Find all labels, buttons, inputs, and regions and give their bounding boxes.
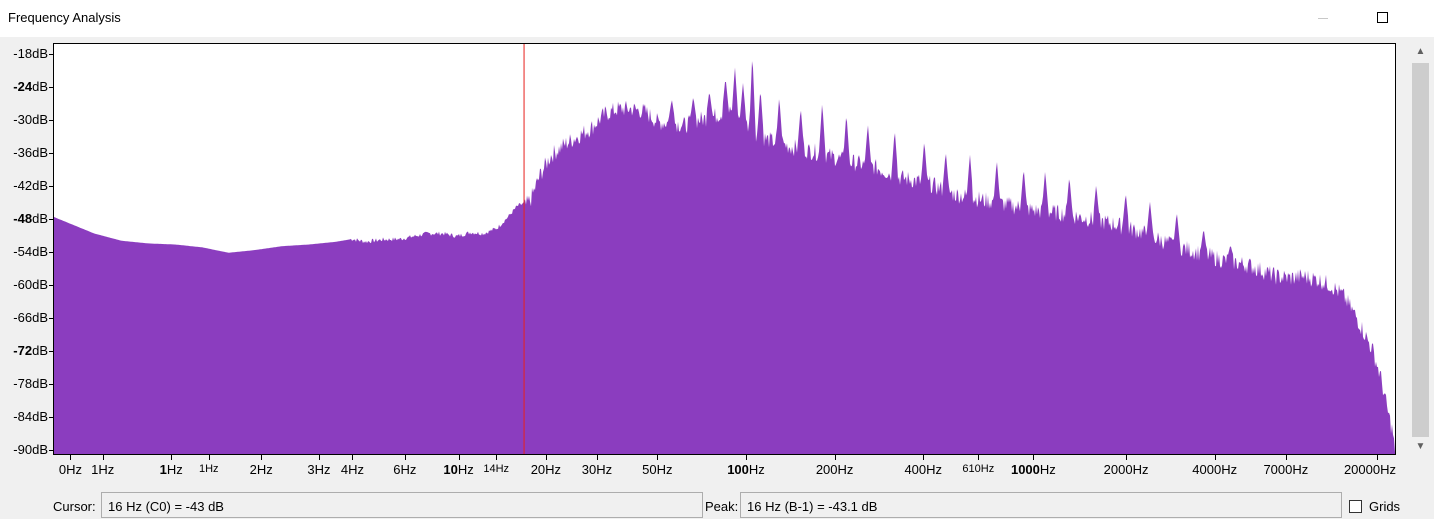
x-tick-label: 20000Hz xyxy=(1343,462,1396,477)
x-tick-mark xyxy=(978,455,980,460)
x-tick-mark xyxy=(70,455,72,460)
x-tick-label: 6Hz xyxy=(393,462,417,477)
x-tick-label: 4000Hz xyxy=(1192,462,1238,477)
x-tick-mark xyxy=(261,455,263,460)
x-tick-label: 1Hz xyxy=(91,462,115,477)
scroll-up-icon[interactable]: ▲ xyxy=(1415,46,1426,57)
x-tick-label: 2Hz xyxy=(249,462,273,477)
x-tick-mark xyxy=(352,455,354,460)
spectrum-plot[interactable] xyxy=(53,43,1396,455)
window-title: Frequency Analysis xyxy=(8,10,121,25)
scroll-thumb[interactable] xyxy=(1412,63,1429,437)
x-tick-mark xyxy=(596,455,598,460)
x-tick-label: 100Hz xyxy=(727,462,765,477)
x-tick-mark xyxy=(834,455,836,460)
y-tick-label: -24dB xyxy=(13,79,53,94)
grids-label: Grids xyxy=(1369,499,1401,514)
x-tick-label: 14Hz xyxy=(483,463,510,475)
y-tick-label: -84dB xyxy=(13,409,53,424)
x-tick-mark xyxy=(102,455,104,460)
cursor-readout: 16 Hz (C0) = -43 dB xyxy=(101,492,703,518)
spectrum-svg xyxy=(54,44,1395,454)
y-tick-label: -90dB xyxy=(13,442,53,457)
y-tick-label: -36dB xyxy=(13,145,53,160)
grids-checkbox[interactable] xyxy=(1349,500,1362,513)
x-tick-mark xyxy=(1285,455,1287,460)
scroll-down-icon[interactable]: ▼ xyxy=(1415,441,1426,452)
y-tick-label: -66dB xyxy=(13,310,53,325)
x-tick-mark xyxy=(923,455,925,460)
x-tick-mark xyxy=(458,455,460,460)
x-tick-mark xyxy=(318,455,320,460)
x-tick-label: 50Hz xyxy=(642,462,673,477)
x-tick-mark xyxy=(1377,455,1379,460)
y-tick-label: -18dB xyxy=(13,46,53,61)
x-tick-label: 0Hz xyxy=(58,462,83,477)
y-tick-label: -60dB xyxy=(13,277,53,292)
x-tick-mark xyxy=(657,455,659,460)
maximize-icon[interactable] xyxy=(1377,12,1388,23)
x-tick-mark xyxy=(208,455,210,460)
cursor-label: Cursor: xyxy=(53,499,96,514)
x-tick-mark xyxy=(1126,455,1128,460)
y-tick-label: -42dB xyxy=(13,178,53,193)
x-tick-label: 4Hz xyxy=(340,462,365,477)
x-tick-label: 200Hz xyxy=(815,462,854,477)
y-tick-label: -78dB xyxy=(13,376,53,391)
y-tick-label: -48dB xyxy=(13,211,53,226)
y-axis: -18dB -24dB -30dB -36dB -42dB -48dB -54dB -60dB… xyxy=(0,43,53,457)
y-tick-label: -72dB xyxy=(13,343,53,358)
minimize-icon[interactable] xyxy=(1318,18,1328,19)
x-tick-label: 1Hz xyxy=(159,462,183,477)
spectrum-area xyxy=(54,61,1395,454)
x-tick-label: 400Hz xyxy=(904,462,943,477)
title-bar: Frequency Analysis xyxy=(0,0,1434,37)
x-tick-label: 7000Hz xyxy=(1263,462,1309,477)
x-tick-mark xyxy=(1214,455,1216,460)
x-axis: 0Hz 1Hz 1Hz 1Hz 2Hz 3Hz 4Hz 6Hz 10Hz 14Hz 20Hz 30Hz… xyxy=(53,455,1396,485)
x-tick-mark xyxy=(745,455,747,460)
x-tick-label: 610Hz xyxy=(962,463,995,475)
y-tick-label: -54dB xyxy=(13,244,53,259)
peak-readout: 16 Hz (B-1) = -43.1 dB xyxy=(740,492,1342,518)
x-tick-mark xyxy=(404,455,406,460)
x-tick-label: 20Hz xyxy=(530,462,562,477)
vertical-scrollbar[interactable]: ▲ ▼ xyxy=(1410,43,1431,455)
y-tick-label: -30dB xyxy=(13,112,53,127)
peak-label: Peak: xyxy=(705,499,739,514)
x-tick-mark xyxy=(171,455,173,460)
x-tick-mark xyxy=(496,455,498,460)
x-tick-mark xyxy=(545,455,547,460)
x-tick-label: 2000Hz xyxy=(1103,462,1149,477)
x-tick-label: 30Hz xyxy=(581,462,613,477)
x-tick-label: 10Hz xyxy=(443,462,474,477)
x-tick-label: 1000Hz xyxy=(1010,462,1056,477)
x-tick-mark xyxy=(1033,455,1035,460)
x-tick-label: 1Hz xyxy=(198,463,219,475)
x-tick-label: 3Hz xyxy=(307,462,331,477)
